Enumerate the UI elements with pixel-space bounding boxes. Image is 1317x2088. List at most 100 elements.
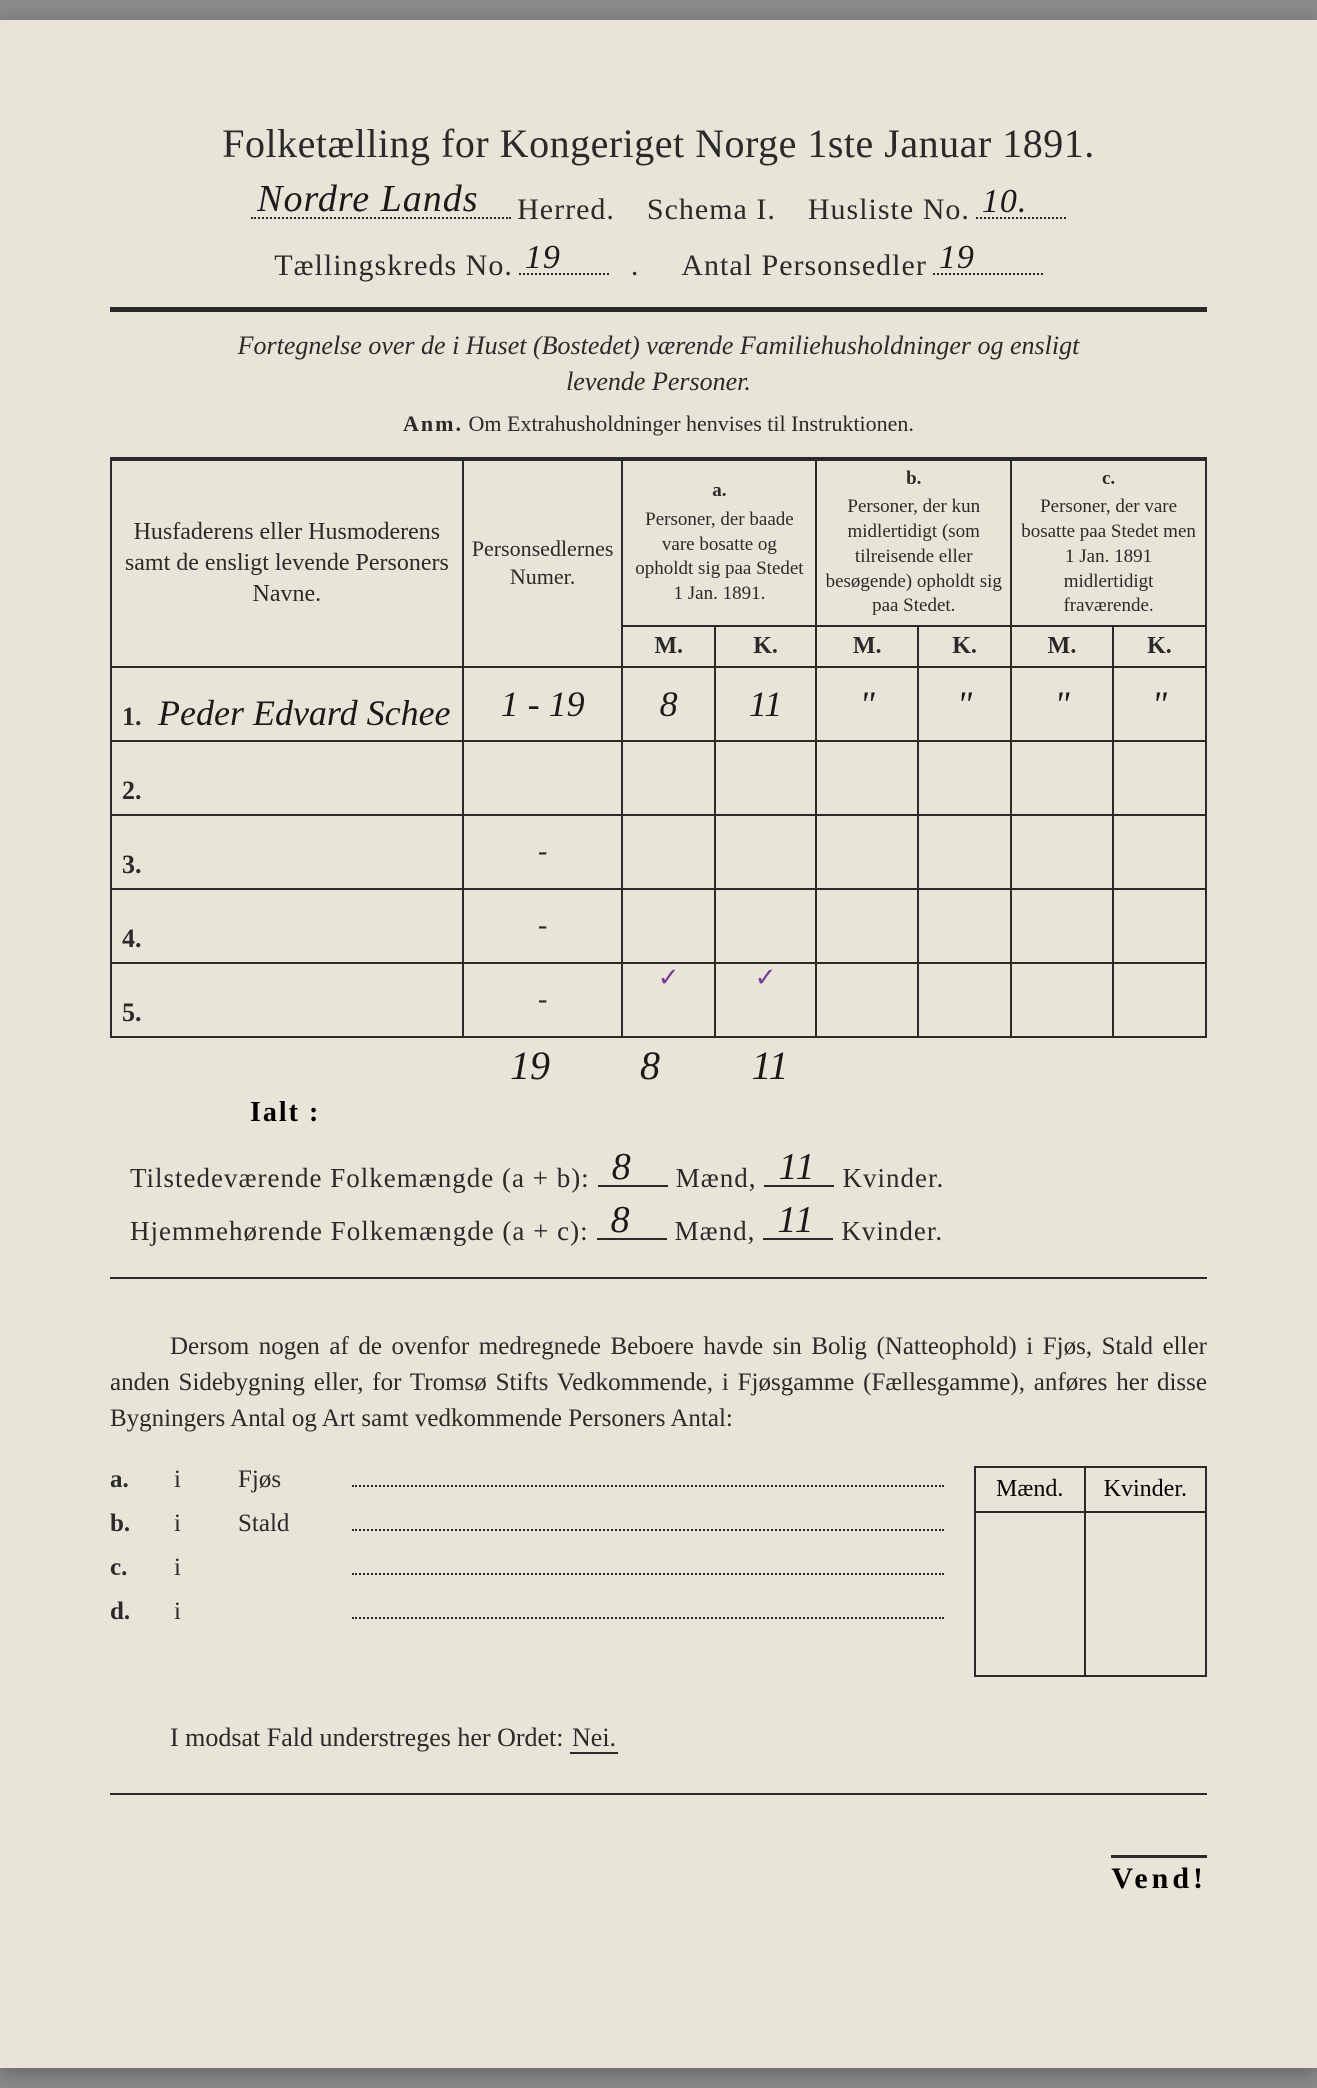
table-row: 2. — [111, 741, 1206, 815]
ob-i: i — [174, 1554, 214, 1582]
cell-numer: - — [463, 963, 623, 1037]
ob-dots — [352, 1513, 944, 1531]
col-numer-text: Personsedlernes Numer. — [472, 536, 614, 590]
personsedler-value: 19 — [939, 239, 975, 277]
herred-field: Nordre Lands — [251, 185, 511, 219]
col-a: a. Personer, der baade vare bosatte og o… — [622, 459, 816, 626]
ob-i: i — [174, 1598, 214, 1626]
main-title: Folketælling for Kongeriget Norge 1ste J… — [110, 120, 1207, 167]
cell-c-k — [1113, 889, 1206, 963]
summary1-m-field: 8 — [598, 1155, 668, 1187]
header-line-2: Tællingskreds No. 19 . Antal Personsedle… — [110, 241, 1207, 283]
summary2-k-field: 11 — [763, 1208, 833, 1240]
nei-text: I modsat Fald understreges her Ordet: — [170, 1723, 564, 1752]
outbuilding-paragraph: Dersom nogen af de ovenfor medregnede Be… — [110, 1329, 1207, 1438]
anm-bold: Anm. — [403, 411, 463, 436]
husliste-value: 10. — [982, 183, 1028, 221]
cell-a-m — [622, 815, 714, 889]
outbuilding-row: d. i — [110, 1598, 944, 1626]
cell-b-k: " — [918, 667, 1011, 741]
subtitle-line1: Fortegnelse over de i Huset (Bostedet) v… — [238, 331, 1080, 360]
cell-b-k — [918, 889, 1011, 963]
ob-i: i — [174, 1510, 214, 1538]
nei-word: Nei. — [570, 1723, 618, 1754]
schema-label: Schema I. — [647, 193, 776, 227]
cell-name: 1.Peder Edvard Schee — [111, 667, 463, 741]
col-c-text: Personer, der vare bosatte paa Stedet me… — [1021, 496, 1196, 616]
cell-a-k: ✓ — [715, 963, 817, 1037]
cell-c-m — [1011, 815, 1113, 889]
cell-c-k — [1113, 963, 1206, 1037]
header-line-1: Nordre Lands Herred. Schema I. Husliste … — [110, 185, 1207, 227]
cell-name: 4. — [111, 889, 463, 963]
col-names-text: Husfaderens eller Husmoderens samt de en… — [125, 519, 449, 607]
cell-b-m — [816, 741, 918, 815]
ob-letter: d. — [110, 1598, 150, 1626]
table-row: 3.- — [111, 815, 1206, 889]
total-a-m: 8 — [610, 1042, 690, 1089]
rule-2 — [110, 1277, 1207, 1279]
totals-row: 19 8 11 — [110, 1042, 1207, 1089]
outbuilding-row: c.i — [110, 1554, 944, 1582]
cell-a-k — [715, 741, 817, 815]
kreds-field: 19 — [519, 241, 609, 275]
cell-a-m — [622, 889, 714, 963]
cell-numer: - — [463, 815, 623, 889]
ob-dots — [352, 1601, 944, 1619]
ob-name: Fjøs — [238, 1466, 328, 1494]
summary2-m-field: 8 — [597, 1208, 667, 1240]
husliste-label: Husliste No. — [808, 193, 970, 227]
col-a-k: K. — [715, 626, 817, 667]
col-b-m: M. — [816, 626, 918, 667]
col-b-label: b. — [825, 467, 1002, 492]
kreds-label: Tællingskreds No. — [274, 249, 513, 283]
header-block: Folketælling for Kongeriget Norge 1ste J… — [110, 120, 1207, 283]
maend-label-2: Mænd, — [675, 1216, 756, 1247]
summary1-k: 11 — [778, 1145, 815, 1189]
kvinder-label: Kvinder. — [842, 1163, 944, 1194]
anm-note: Anm. Om Extrahusholdninger henvises til … — [110, 411, 1207, 437]
cell-b-m — [816, 889, 918, 963]
ob-dots — [352, 1557, 944, 1575]
cell-numer: - — [463, 889, 623, 963]
col-a-m: M. — [622, 626, 714, 667]
cell-a-m — [622, 741, 714, 815]
col-c-label: c. — [1020, 467, 1197, 492]
vend-label: Vend! — [1111, 1855, 1207, 1896]
col-c-k: K. — [1113, 626, 1206, 667]
summary-line-1: Tilstedeværende Folkemængde (a + b): 8 M… — [110, 1155, 1207, 1194]
total-numer: 19 — [490, 1042, 570, 1089]
cell-a-k: 11 — [715, 667, 817, 741]
husliste-field: 10. — [976, 185, 1066, 219]
cell-a-k — [715, 815, 817, 889]
ob-dots — [352, 1469, 944, 1487]
nei-line: I modsat Fald understreges her Ordet: Ne… — [110, 1723, 1207, 1753]
cell-name: 3. — [111, 815, 463, 889]
kvinder-label-2: Kvinder. — [841, 1216, 943, 1247]
cell-c-k — [1113, 741, 1206, 815]
cell-b-m: " — [816, 667, 918, 741]
cell-a-m: 8 — [622, 667, 714, 741]
cell-c-m: " — [1011, 667, 1113, 741]
herred-label: Herred. — [517, 193, 615, 227]
ob-letter: b. — [110, 1510, 150, 1538]
col-c-m: M. — [1011, 626, 1113, 667]
cell-c-m — [1011, 741, 1113, 815]
ob-letter: a. — [110, 1466, 150, 1494]
total-a-k: 11 — [730, 1042, 810, 1089]
census-thead: Husfaderens eller Husmoderens samt de en… — [111, 459, 1206, 667]
cell-b-k — [918, 815, 1011, 889]
ob-header-k: Kvinder. — [1085, 1467, 1206, 1512]
ob-header-m: Mænd. — [975, 1467, 1085, 1512]
cell-c-k — [1113, 815, 1206, 889]
ob-i: i — [174, 1466, 214, 1494]
cell-numer: 1 - 19 — [463, 667, 623, 741]
cell-a-m: ✓ — [622, 963, 714, 1037]
col-a-label: a. — [631, 479, 807, 504]
census-table: Husfaderens eller Husmoderens samt de en… — [110, 457, 1207, 1038]
ob-cell-m — [975, 1512, 1085, 1676]
kreds-value: 19 — [525, 239, 561, 277]
summary-line-2: Hjemmehørende Folkemængde (a + c): 8 Mæn… — [110, 1208, 1207, 1247]
ob-cell-k — [1085, 1512, 1206, 1676]
summary2-k: 11 — [777, 1198, 814, 1242]
